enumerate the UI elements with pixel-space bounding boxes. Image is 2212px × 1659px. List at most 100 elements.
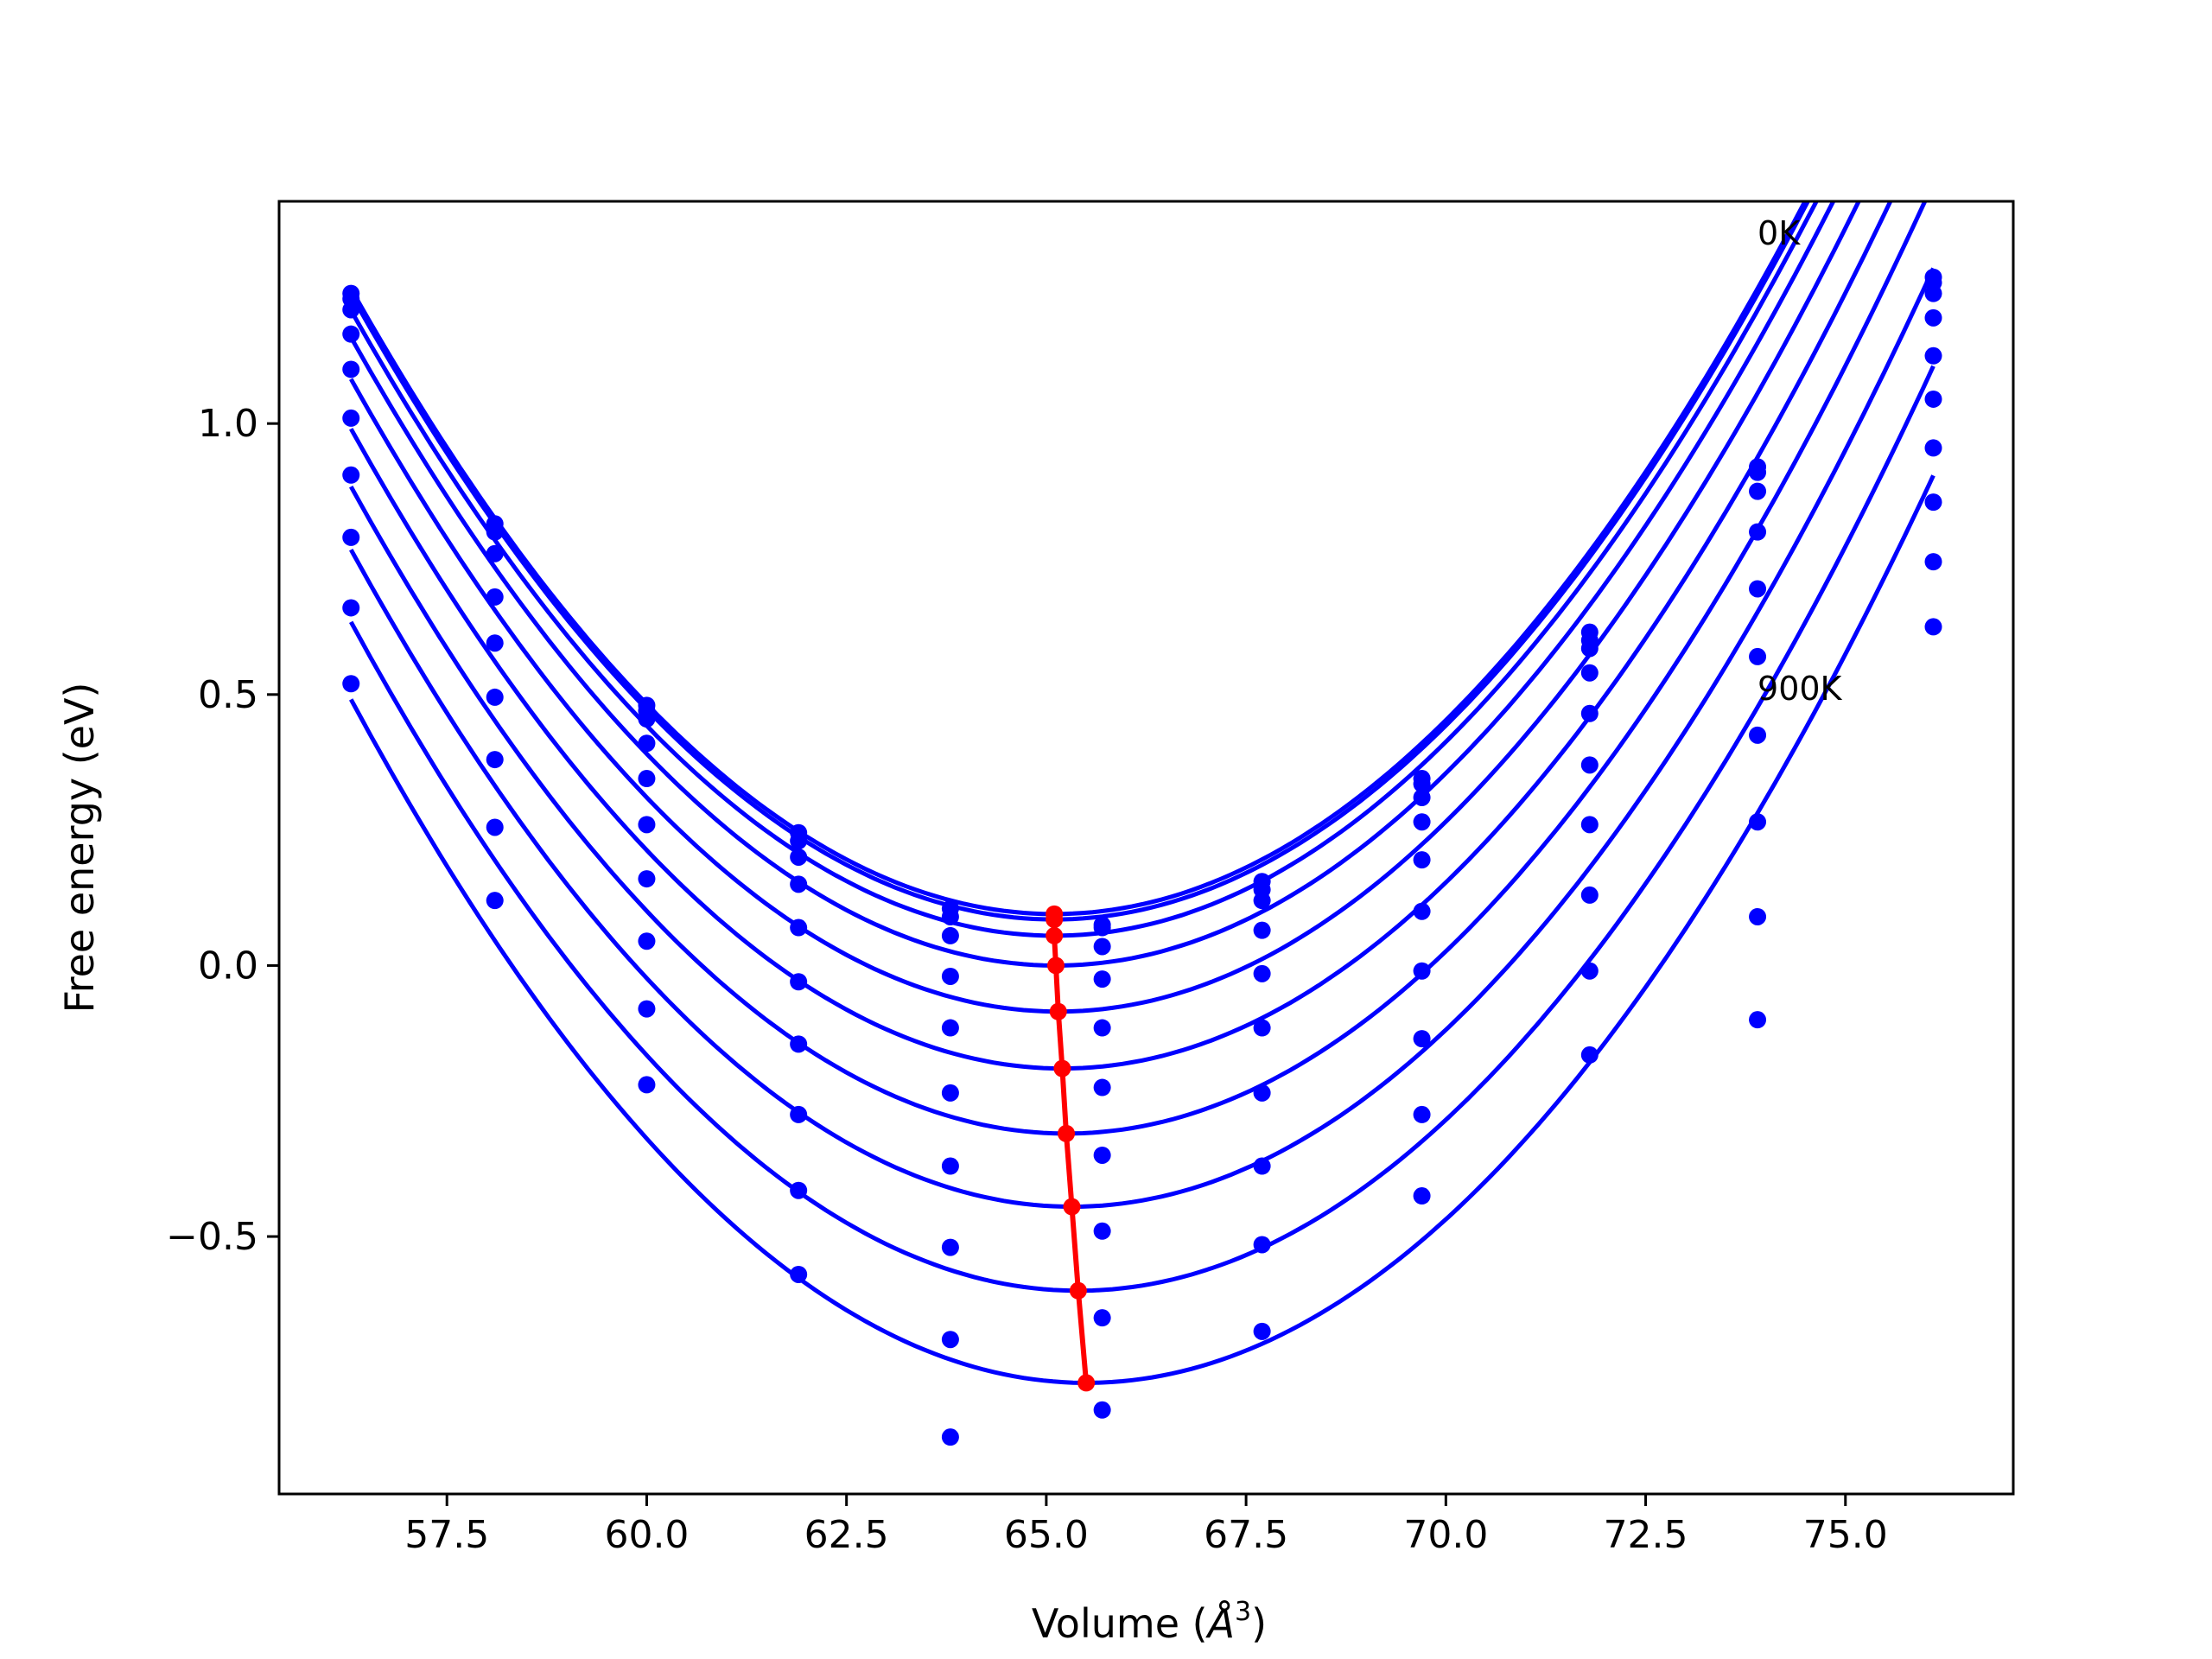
data-point [1580,756,1599,774]
data-point [941,1019,959,1037]
data-point [790,1105,808,1123]
data-point [1413,775,1431,793]
data-point [1413,962,1431,980]
data-point [1253,1157,1271,1175]
fit-curve-1 [349,201,1811,922]
data-point [1413,1105,1431,1123]
minimum-point [1077,1374,1096,1392]
x-tick-label: 72.5 [1604,1513,1688,1557]
data-point [1749,813,1767,831]
data-point [1749,726,1767,744]
data-point [1413,851,1431,869]
data-point [790,832,808,850]
data-point [1924,284,1942,302]
data-point [941,1157,959,1175]
x-tick-label: 62.5 [804,1513,889,1557]
data-point [638,870,656,888]
data-point [342,409,360,427]
data-point [941,1238,959,1256]
data-point [1093,918,1111,937]
data-point [1093,1078,1111,1096]
x-tick-label: 67.5 [1204,1513,1288,1557]
data-point [1413,1187,1431,1205]
data-point [1924,618,1942,636]
data-point [486,892,504,910]
data-point [941,1084,959,1102]
x-tick-label: 60.0 [604,1513,689,1557]
data-point [941,926,959,944]
x-axis-label: Volume (Å3) [1032,1597,1267,1647]
data-point [486,688,504,706]
data-point [1253,964,1271,982]
minimum-point [1046,957,1065,975]
y-tick-label: −0.5 [166,1215,258,1259]
data-point [790,1265,808,1283]
y-tick-label: 1.0 [198,402,258,446]
data-point [486,544,504,563]
minimum-point [1069,1281,1087,1300]
data-point [1580,639,1599,658]
fit-curve-0 [349,201,1808,917]
minimum-point [1049,1002,1067,1020]
data-point [941,907,959,925]
data-point [638,770,656,788]
plot-frame [277,200,2015,1496]
data-point [1580,1046,1599,1064]
data-point [342,528,360,546]
data-point [1093,1309,1111,1327]
fit-curve-7 [349,267,1936,1210]
data-point [1749,580,1767,598]
fit-curve-9 [349,474,1936,1385]
minimum-point [1046,926,1064,944]
minima-path [1046,905,1096,1392]
fit-curve-2 [349,201,1819,938]
data-point [1093,938,1111,956]
x-tick-label: 65.0 [1004,1513,1089,1557]
data-point [342,466,360,484]
data-point [342,360,360,378]
data-point [1253,1322,1271,1340]
data-point [486,588,504,606]
data-point [638,1076,656,1094]
data-point [790,848,808,866]
data-point [1580,704,1599,722]
data-point [1253,892,1271,910]
data-point [1749,523,1767,541]
data-point [486,818,504,836]
data-point [1924,346,1942,365]
data-point [638,734,656,753]
data-point [1749,482,1767,500]
data-point [1093,1146,1111,1164]
data-point [1749,907,1767,925]
data-point [486,634,504,652]
y-tick-label: 0.5 [198,673,258,717]
data-point [1413,1030,1431,1048]
data-point [342,325,360,343]
data-point [638,816,656,834]
fit-curve-6 [349,201,1928,1136]
data-point [1413,902,1431,920]
fit-curve-5 [349,201,1893,1071]
data-point [342,599,360,617]
data-point [342,675,360,693]
minimum-point [1058,1124,1076,1142]
data-point [1924,308,1942,327]
data-point [638,710,656,728]
data-point [1253,1084,1271,1102]
data-point [941,967,959,985]
temperature-label: 0K [1758,214,1801,252]
data-point [941,1428,959,1446]
data-point [342,301,360,319]
data-point [790,875,808,893]
x-tick-label: 70.0 [1403,1513,1488,1557]
data-point [1924,390,1942,408]
x-axis: 57.5 60.0 62.5 65.0 67.5 70.0 72.5 75.0 [404,1494,1888,1557]
y-axis-label: Free energy (eV) [56,683,103,1014]
data-point [1580,962,1599,980]
data-point [1093,1401,1111,1419]
data-point [1580,664,1599,682]
minimum-point [1053,1059,1071,1077]
data-point [1093,1019,1111,1037]
data-point [790,973,808,991]
data-point [1924,439,1942,457]
